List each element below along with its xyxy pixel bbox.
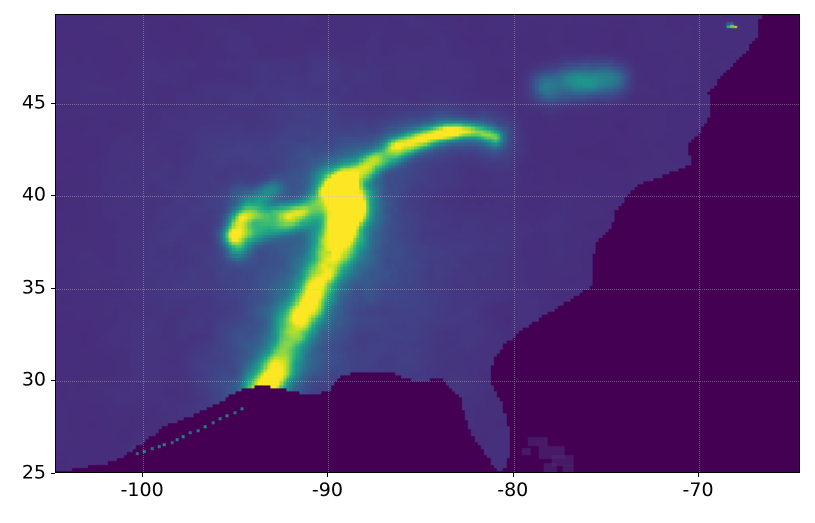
x-tick-label: -70: [682, 479, 714, 501]
x-tick-mark: [512, 473, 514, 477]
plot-axes: [55, 14, 800, 473]
y-tick-mark: [51, 102, 55, 104]
x-tick-mark: [327, 473, 329, 477]
x-tick-mark: [142, 473, 144, 477]
x-tick-label: -90: [311, 479, 343, 501]
heatmap-image: [56, 15, 799, 472]
y-tick-mark: [51, 473, 55, 474]
x-tick-mark: [698, 473, 700, 477]
y-tick-mark: [51, 287, 55, 289]
y-tick-mark: [51, 195, 55, 197]
x-tick-label: -100: [120, 479, 164, 501]
y-tick-label: 25: [21, 461, 46, 484]
y-tick-label: 40: [21, 183, 46, 206]
x-tick-label: -80: [497, 479, 529, 501]
y-tick-label: 45: [21, 91, 46, 114]
y-tick-label: 30: [21, 368, 46, 391]
y-tick-mark: [51, 380, 55, 382]
y-tick-label: 35: [21, 276, 46, 299]
